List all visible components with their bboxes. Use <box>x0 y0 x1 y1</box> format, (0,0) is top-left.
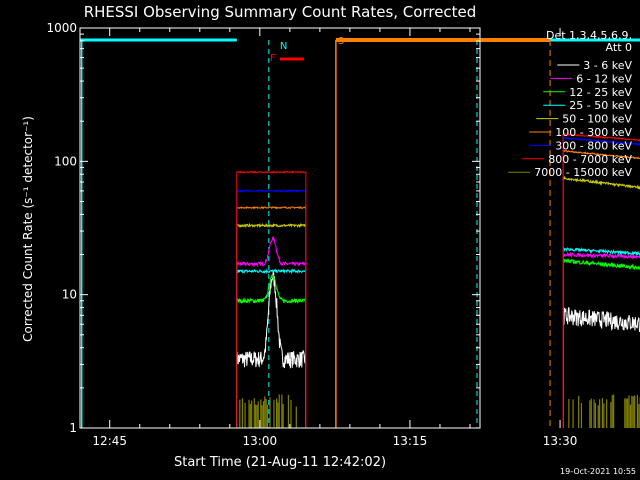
series-line <box>562 135 640 428</box>
series-line <box>236 235 307 428</box>
x-tick-label: 13:30 <box>543 434 578 448</box>
series-line <box>562 149 640 428</box>
legend-header: Det 1,3,4,5,6,9, <box>546 29 632 42</box>
flag-label: S <box>338 36 344 47</box>
series-line <box>562 251 640 428</box>
plot-frame <box>79 27 481 429</box>
y-tick-label: 100 <box>54 154 77 168</box>
legend-label: 3 - 6 keV <box>583 59 632 72</box>
series-line <box>236 170 307 428</box>
legend-header: Att 0 <box>606 41 632 54</box>
x-tick-label: 12:45 <box>92 434 127 448</box>
series-line <box>236 268 307 428</box>
series-line <box>562 175 640 428</box>
flag-label: F <box>270 53 276 64</box>
legend-label: 300 - 800 keV <box>555 139 632 152</box>
legend-label: 12 - 25 keV <box>569 86 632 99</box>
series-line <box>562 257 640 428</box>
series-line <box>236 273 307 428</box>
y-tick-label: 10 <box>62 288 77 302</box>
data-layer: NF S <box>80 36 640 428</box>
legend-label: 800 - 7000 keV <box>548 153 632 166</box>
legend-label: 100 - 300 keV <box>555 126 632 139</box>
axes-layer: 110100100012:4513:0013:1513:3013:4514:00… <box>46 21 578 448</box>
x-axis-label: Start Time (21-Aug-11 12:42:02) <box>174 455 386 470</box>
series-line <box>236 269 307 428</box>
y-axis-label: Corrected Count Rate (s⁻¹ detector⁻¹) <box>21 116 35 342</box>
series-line <box>562 132 640 428</box>
x-tick-label: 13:15 <box>393 434 428 448</box>
legend-label: 7000 - 15000 keV <box>534 166 632 179</box>
legend-label: 25 - 50 keV <box>569 99 632 112</box>
legend-label: 50 - 100 keV <box>562 113 632 126</box>
y-tick-label: 1 <box>69 421 77 435</box>
chart-title: RHESSI Observing Summary Count Rates, Co… <box>84 3 477 21</box>
timestamp-label: 19-Oct-2021 10:55 <box>560 467 636 476</box>
series-line <box>562 246 640 428</box>
series-line <box>236 205 307 428</box>
y-tick-label: 1000 <box>46 21 77 35</box>
legend-label: 6 - 12 keV <box>576 72 632 85</box>
series-line <box>236 188 307 428</box>
series-line <box>562 307 640 428</box>
series-line <box>236 222 307 428</box>
flag-label: N <box>280 41 287 52</box>
x-tick-label: 13:00 <box>243 434 278 448</box>
